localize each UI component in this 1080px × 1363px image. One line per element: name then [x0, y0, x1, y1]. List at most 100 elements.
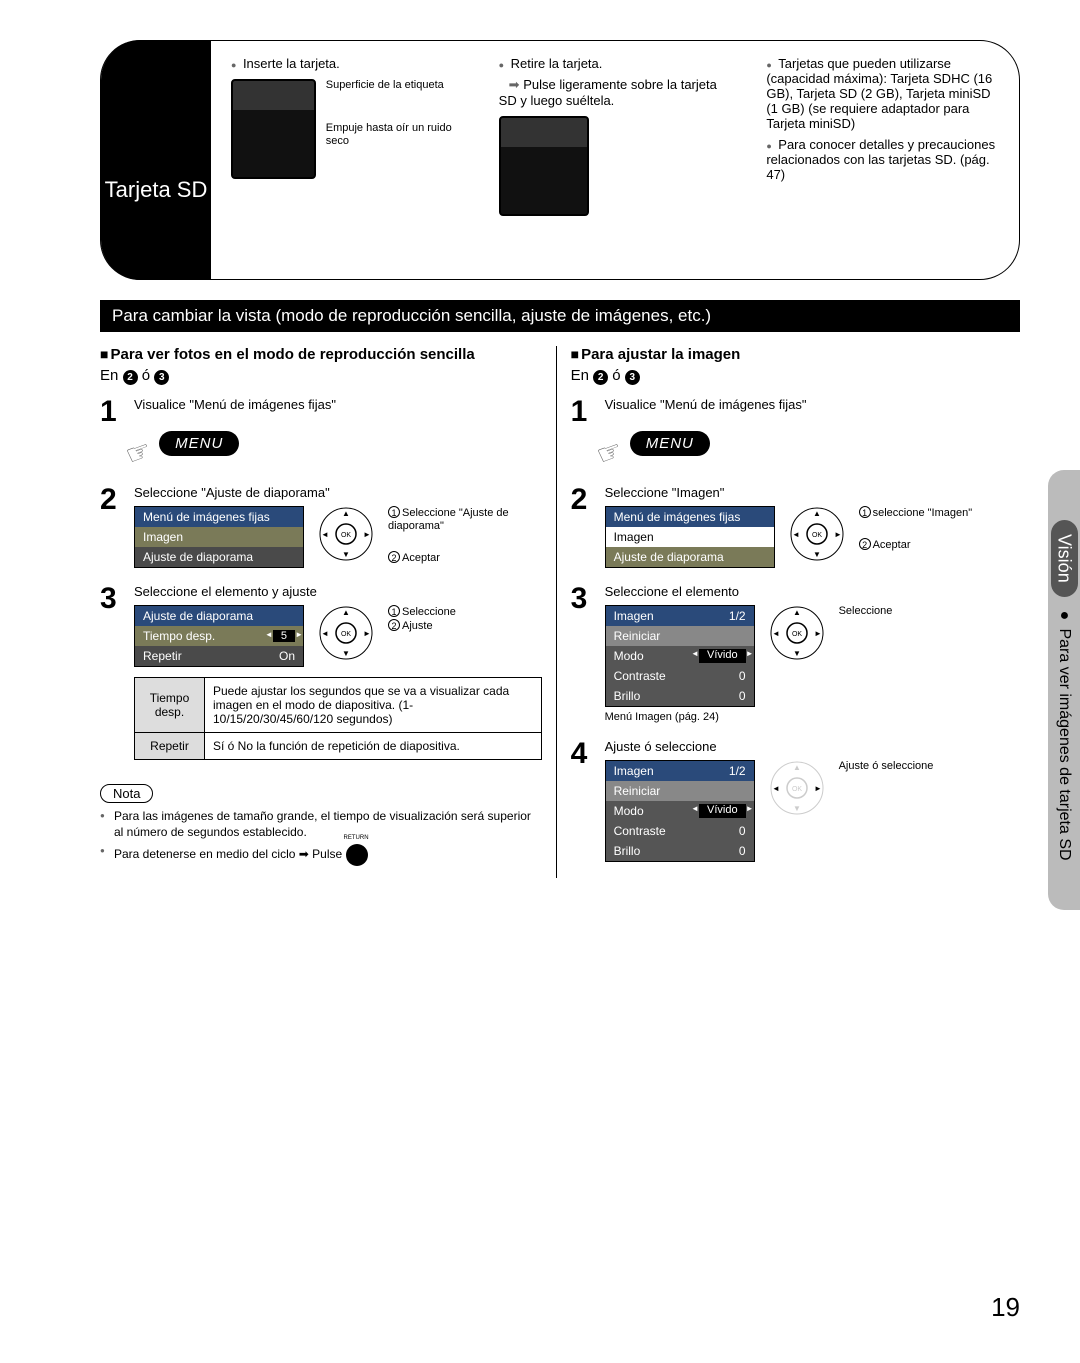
sd-card-section: Tarjeta SD Inserte la tarjeta. Superfici… [100, 40, 1020, 280]
ok-dial[interactable]: OK▲▼◄► [789, 506, 845, 562]
row-repetir[interactable]: RepetirOn [135, 646, 303, 666]
step-number: 1 [571, 397, 595, 469]
sd-slot-icon [499, 116, 589, 216]
step-number: 2 [100, 485, 124, 568]
hand-icon: ☞ [592, 433, 627, 473]
row-contraste[interactable]: Contraste0 [606, 821, 754, 841]
menu-button[interactable]: MENU [630, 431, 710, 456]
svg-text:OK: OK [812, 532, 822, 539]
compat-col: Tarjetas que pueden utilizarse (capacida… [766, 56, 1004, 216]
table-row: RepetirSí ó No la función de repetición … [135, 733, 542, 760]
row-modo[interactable]: ModoVívido [606, 801, 754, 821]
row-brillo[interactable]: Brillo0 [606, 686, 754, 706]
row-tiempo[interactable]: Tiempo desp.5 [135, 626, 303, 646]
side-tab-vision: Visión [1051, 520, 1078, 597]
param-table: Tiempo desp.Puede ajustar los segundos q… [134, 677, 542, 760]
return-button-icon[interactable] [346, 844, 368, 866]
svg-text:▲: ▲ [342, 509, 350, 518]
svg-text:OK: OK [792, 631, 802, 638]
side-tab: Visión ● Para ver imágenes de tarjeta SD [1048, 470, 1080, 910]
svg-text:◄: ◄ [321, 629, 329, 638]
svg-text:►: ► [363, 530, 371, 539]
main-content: ■Para ver fotos en el modo de reproducci… [100, 346, 1020, 878]
column-divider [556, 346, 557, 878]
table-row: Tiempo desp.Puede ajustar los segundos q… [135, 678, 542, 733]
row-contraste[interactable]: Contraste0 [606, 666, 754, 686]
svg-text:▼: ▼ [813, 550, 821, 559]
step-text: Seleccione "Ajuste de diaporama" [134, 485, 542, 500]
dial-notes: 1Seleccione 2Ajuste [388, 605, 456, 633]
page-number: 19 [991, 1292, 1020, 1323]
menu-row-imagen[interactable]: Imagen [606, 527, 774, 547]
svg-text:▲: ▲ [342, 608, 350, 617]
top-columns: Inserte la tarjeta. Superficie de la eti… [231, 56, 1004, 216]
right-column: ■Para ajustar la imagen En 2 ó 3 1 Visua… [571, 346, 1013, 878]
step-text: Ajuste ó seleccione [605, 739, 1013, 754]
step-number: 3 [100, 584, 124, 760]
svg-text:▼: ▼ [342, 550, 350, 559]
menu-button[interactable]: MENU [159, 431, 239, 456]
nota-label: Nota [100, 784, 153, 803]
svg-text:►: ► [814, 784, 822, 793]
ok-dial[interactable]: OK▲▼◄► [769, 760, 825, 816]
dial-note: Ajuste ó seleccione [839, 760, 934, 773]
ok-dial[interactable]: OK ▲ ▼ ◄ ► [769, 605, 825, 661]
menu-title: Imagen1/2 [606, 606, 754, 626]
menu-row-diaporama[interactable]: Ajuste de diaporama [606, 547, 774, 567]
left-heading: ■Para ver fotos en el modo de reproducci… [100, 346, 542, 363]
svg-text:▼: ▼ [793, 804, 801, 813]
nota-item: Para detenerse en medio del ciclo ➡ Puls… [100, 844, 542, 866]
svg-text:◄: ◄ [772, 784, 780, 793]
svg-text:►: ► [363, 629, 371, 638]
remove-diagram [499, 116, 737, 216]
right-step-2: 2 Seleccione "Imagen" Menú de imágenes f… [571, 485, 1013, 568]
svg-text:◄: ◄ [772, 629, 780, 638]
dial-note: Seleccione [839, 605, 893, 618]
right-heading: ■Para ajustar la imagen [571, 346, 1013, 363]
remove-bullet: Retire la tarjeta. [499, 56, 737, 71]
svg-text:OK: OK [341, 532, 351, 539]
change-view-header: Para cambiar la vista (modo de reproducc… [100, 300, 1020, 332]
left-step-3: 3 Seleccione el elemento y ajuste Ajuste… [100, 584, 542, 760]
details-bullet: Para conocer detalles y precauciones rel… [766, 137, 1004, 182]
svg-text:◄: ◄ [792, 530, 800, 539]
right-step-3: 3 Seleccione el elemento Imagen1/2 Reini… [571, 584, 1013, 723]
menu-title: Menú de imágenes fijas [606, 507, 774, 527]
step-text: Seleccione "Imagen" [605, 485, 1013, 500]
step-number: 4 [571, 739, 595, 862]
menu-title: Imagen1/2 [606, 761, 754, 781]
dial-notes: 1seleccione "Imagen" 2Aceptar [859, 506, 973, 552]
remove-col: Retire la tarjeta. Pulse ligeramente sob… [499, 56, 737, 216]
side-tab-text: ● Para ver imágenes de tarjeta SD [1055, 607, 1073, 861]
push-caption: Empuje hasta oír un ruido seco [326, 122, 469, 148]
step-number: 1 [100, 397, 124, 469]
menu-row-diaporama[interactable]: Ajuste de diaporama [135, 547, 303, 567]
image-menu: Imagen1/2 Reiniciar ModoVívido Contraste… [605, 760, 755, 862]
row-modo[interactable]: ModoVívido [606, 646, 754, 666]
menu-row-imagen[interactable]: Imagen [135, 527, 303, 547]
svg-text:▲: ▲ [793, 608, 801, 617]
left-column: ■Para ver fotos en el modo de reproducci… [100, 346, 542, 878]
row-reiniciar[interactable]: Reiniciar [606, 626, 754, 646]
row-brillo[interactable]: Brillo0 [606, 841, 754, 861]
left-en-line: En 2 ó 3 [100, 367, 542, 385]
diaporama-box: Ajuste de diaporama Tiempo desp.5 Repeti… [134, 605, 304, 667]
left-step-1: 1 Visualice "Menú de imágenes fijas" ☞ M… [100, 397, 542, 469]
label-surface-caption: Superficie de la etiqueta [326, 79, 469, 92]
ok-dial[interactable]: OK▲▼◄► [318, 506, 374, 562]
svg-text:▼: ▼ [793, 649, 801, 658]
row-reiniciar[interactable]: Reiniciar [606, 781, 754, 801]
page-container: Tarjeta SD Inserte la tarjeta. Superfici… [0, 0, 1080, 1363]
left-step-2: 2 Seleccione "Ajuste de diaporama" Menú … [100, 485, 542, 568]
step-text: Seleccione el elemento [605, 584, 1013, 599]
image-menu-caption: Menú Imagen (pág. 24) [605, 711, 755, 723]
dial-notes: 1Seleccione "Ajuste de diaporama" 2Acept… [388, 506, 542, 566]
insert-col: Inserte la tarjeta. Superficie de la eti… [231, 56, 469, 216]
step-text: Visualice "Menú de imágenes fijas" [134, 397, 542, 412]
ok-dial[interactable]: OK▲▼◄► [318, 605, 374, 661]
hand-icon: ☞ [121, 433, 156, 473]
menu-box: Menú de imágenes fijas Imagen Ajuste de … [134, 506, 304, 568]
step-text: Visualice "Menú de imágenes fijas" [605, 397, 1013, 412]
svg-text:▲: ▲ [793, 763, 801, 772]
svg-text:►: ► [814, 629, 822, 638]
